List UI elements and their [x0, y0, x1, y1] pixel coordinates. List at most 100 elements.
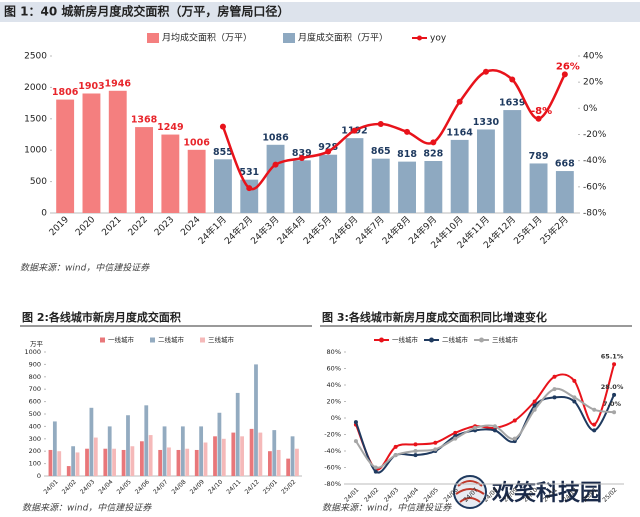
data-label: 1164: [446, 127, 473, 138]
marker: [473, 425, 478, 430]
marker: [592, 407, 597, 412]
legend-swatch: [100, 337, 105, 343]
y-tick-label: 400: [29, 422, 41, 430]
bar: [258, 432, 263, 476]
data-label: 1086: [262, 132, 289, 143]
bar: [398, 161, 416, 213]
y2-tick-label: -60%: [583, 182, 607, 192]
marker: [413, 449, 418, 453]
bar: [108, 90, 127, 213]
x-tick-label: 24/01: [343, 486, 360, 503]
x-tick-label: 2019: [48, 215, 71, 238]
data-label: 928: [318, 142, 338, 153]
bar: [203, 442, 208, 476]
bar: [144, 405, 149, 476]
legend-swatch: [283, 33, 295, 43]
marker: [456, 98, 463, 105]
x-tick-label: 25年1月: [511, 213, 544, 246]
legend-label: 二线城市: [158, 335, 185, 344]
x-tick-label: 24年1月: [195, 213, 228, 246]
marker: [353, 439, 358, 444]
y-tick-label: -60%: [324, 464, 341, 472]
y2-tick-label: 20%: [583, 78, 603, 88]
x-tick-label: 24/02: [363, 486, 380, 503]
x-tick-label: 24/02: [61, 478, 78, 495]
marker: [592, 422, 597, 427]
y-tick-label: -40%: [324, 447, 341, 455]
bar: [235, 392, 240, 476]
data-label: 65.1%: [601, 352, 624, 360]
data-label: 1249: [157, 122, 183, 133]
x-tick-label: 25/02: [280, 478, 297, 495]
bar: [148, 435, 153, 476]
bar: [231, 432, 236, 476]
marker: [482, 68, 489, 75]
bar: [126, 415, 130, 476]
x-tick-label: 24/05: [423, 486, 440, 503]
title-band: [0, 2, 640, 22]
bar: [266, 144, 285, 213]
data-label: 1946: [105, 78, 132, 89]
bar: [176, 449, 181, 476]
x-tick-label: 25年2月: [537, 213, 570, 246]
legend-swatch: [429, 337, 434, 343]
bar: [450, 139, 469, 213]
marker: [298, 155, 305, 162]
y-tick-label: -80%: [324, 480, 341, 488]
legend-label: 三线城市: [492, 335, 519, 344]
chart-title: 图 1：40 城新房月度成交面积（万平，房管局口径）: [4, 4, 289, 19]
legend-swatch: [479, 337, 484, 343]
bar: [135, 127, 153, 213]
marker: [572, 395, 577, 400]
bar: [292, 160, 311, 213]
bar: [199, 426, 204, 476]
marker: [492, 428, 497, 433]
data-label: 7.0%: [603, 400, 622, 408]
source-note: 数据来源：wind，中信建投证券: [22, 503, 152, 514]
y-tick-label: 2000: [24, 83, 47, 93]
y-tick-label: 500: [29, 410, 41, 418]
bar: [71, 446, 76, 476]
bar: [529, 163, 548, 213]
x-tick-label: 24/09: [189, 478, 206, 495]
marker: [377, 121, 384, 128]
data-label: 531: [239, 167, 259, 178]
legend-swatch: [417, 35, 422, 41]
chart-title: 图 2:各线城市新房月度成交面积: [22, 310, 181, 324]
bar: [272, 430, 277, 476]
x-tick-label: 24/08: [170, 478, 187, 495]
bar: [85, 448, 89, 476]
marker: [353, 420, 358, 425]
marker: [325, 148, 332, 155]
legend-swatch: [379, 337, 384, 343]
legend-swatch: [200, 337, 205, 343]
data-label: 28.0%: [601, 383, 624, 391]
data-label: 855: [213, 147, 233, 158]
bar: [130, 446, 135, 476]
marker: [413, 453, 418, 458]
marker: [351, 127, 358, 134]
marker: [552, 374, 557, 379]
legend-label: yoy: [430, 34, 447, 44]
bar: [89, 407, 94, 476]
bar: [187, 149, 206, 213]
bar: [180, 426, 185, 476]
y2-tick-label: 0%: [583, 104, 598, 114]
bar: [107, 426, 112, 476]
bar: [75, 452, 80, 476]
bar: [139, 441, 144, 476]
x-tick-label: 24年8月: [380, 213, 413, 246]
bar: [217, 412, 222, 476]
y-tick-label: 60%: [327, 365, 341, 373]
y-tick-label: 80%: [327, 348, 341, 356]
bar: [112, 448, 116, 476]
y-tick-label: 500: [30, 177, 47, 187]
x-tick-label: 24/05: [116, 478, 133, 495]
marker: [552, 395, 557, 400]
x-tick-label: 24年7月: [353, 213, 386, 246]
y-tick-label: 1500: [24, 114, 47, 124]
bar: [240, 179, 259, 213]
marker: [453, 436, 458, 441]
bar: [66, 466, 71, 476]
bar: [267, 451, 272, 476]
